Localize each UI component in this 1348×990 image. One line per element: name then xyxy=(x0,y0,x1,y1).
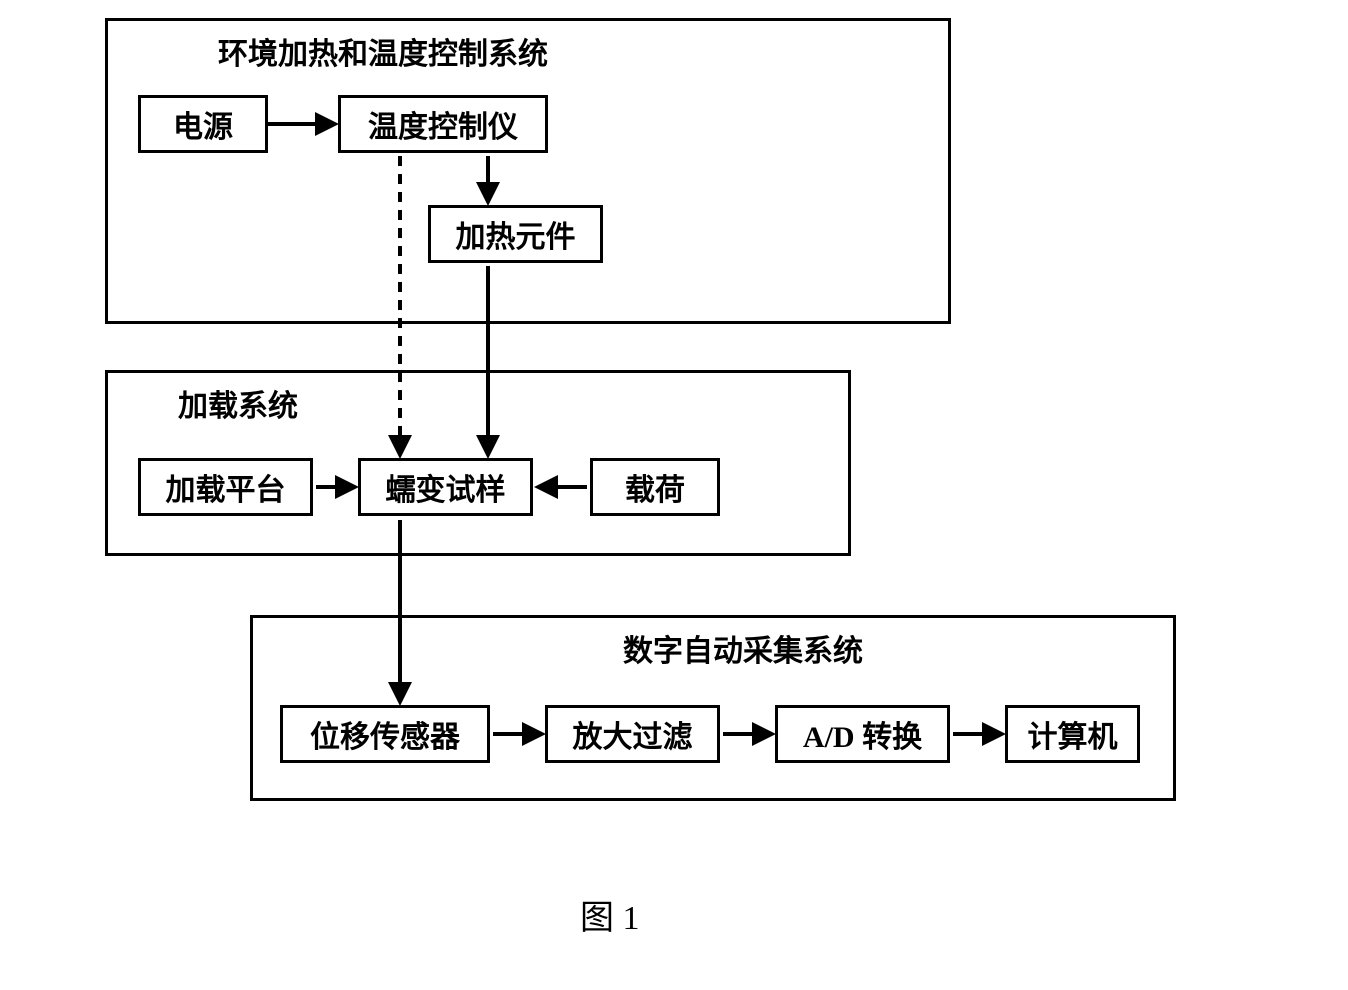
node-amplifier-filter: 放大过滤 xyxy=(545,705,720,763)
node-loading-platform: 加载平台 xyxy=(138,458,313,516)
node-creep-sample: 蠕变试样 xyxy=(358,458,533,516)
figure-caption: 图 1 xyxy=(580,890,640,939)
node-computer: 计算机 xyxy=(1005,705,1140,763)
node-displacement-sensor: 位移传感器 xyxy=(280,705,490,763)
container-daq-title: 数字自动采集系统 xyxy=(623,626,863,670)
node-ad-converter: A/D 转换 xyxy=(775,705,950,763)
node-power: 电源 xyxy=(138,95,268,153)
container-heating-title: 环境加热和温度控制系统 xyxy=(218,29,548,73)
node-load: 载荷 xyxy=(590,458,720,516)
node-temperature-controller: 温度控制仪 xyxy=(338,95,548,153)
container-loading-title: 加载系统 xyxy=(178,381,298,425)
node-heating-element: 加热元件 xyxy=(428,205,603,263)
container-heating-system: 环境加热和温度控制系统 xyxy=(105,18,951,324)
